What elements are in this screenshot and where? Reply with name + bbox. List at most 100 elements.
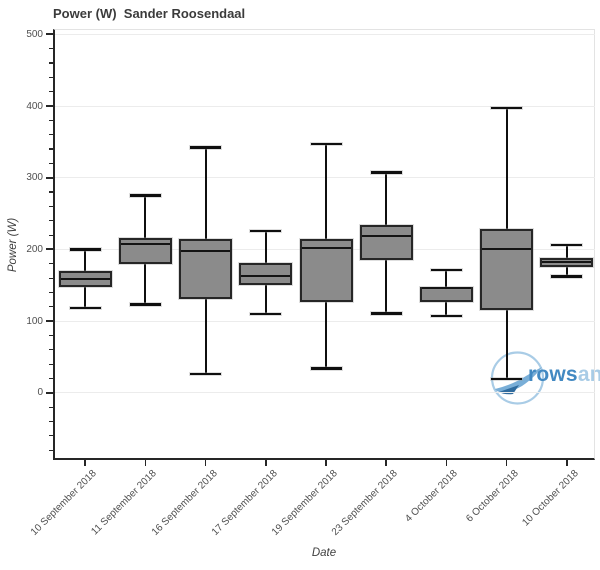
lower-whisker bbox=[385, 260, 388, 314]
median-line bbox=[301, 247, 351, 249]
y-axis-minor-tick bbox=[49, 205, 53, 207]
x-axis-tick bbox=[144, 459, 147, 466]
upper-whisker bbox=[264, 230, 267, 264]
y-axis-minor-tick bbox=[49, 349, 53, 351]
upper-whisker bbox=[325, 144, 327, 240]
y-axis-minor-tick bbox=[49, 263, 53, 265]
y-tick-label: 100 bbox=[26, 315, 43, 327]
whisker-cap-low bbox=[129, 303, 161, 306]
whisker-cap-high bbox=[69, 248, 101, 251]
upper-whisker bbox=[565, 245, 568, 259]
box bbox=[118, 237, 172, 264]
lower-whisker bbox=[445, 301, 448, 317]
y-axis-minor-tick bbox=[49, 363, 53, 365]
y-axis-minor-tick bbox=[49, 191, 53, 193]
y-axis-minor-tick bbox=[49, 62, 53, 64]
y-axis-minor-tick bbox=[49, 334, 53, 337]
y-axis-minor-tick bbox=[49, 119, 53, 121]
y-tick-label: 400 bbox=[26, 100, 43, 112]
whisker-cap-low bbox=[430, 314, 462, 318]
upper-whisker bbox=[84, 249, 87, 271]
x-axis-tick bbox=[385, 459, 388, 466]
lower-whisker bbox=[264, 285, 267, 314]
y-tick-label: 300 bbox=[26, 172, 43, 184]
x-axis-title: Date bbox=[311, 547, 337, 559]
y-axis-minor-tick bbox=[49, 76, 53, 78]
upper-whisker bbox=[505, 108, 508, 230]
x-axis-tick bbox=[505, 459, 508, 466]
median-line bbox=[421, 287, 471, 290]
whisker-cap-high bbox=[370, 171, 402, 174]
y-tick-label: 200 bbox=[26, 243, 43, 255]
x-axis-tick bbox=[445, 459, 448, 466]
median-line bbox=[120, 242, 170, 245]
median-line bbox=[241, 274, 291, 277]
whisker-cap-low bbox=[69, 306, 101, 310]
median-line bbox=[361, 234, 411, 237]
whisker-cap-low bbox=[491, 377, 523, 381]
whisker-cap-high bbox=[129, 194, 161, 197]
lower-whisker bbox=[204, 298, 207, 375]
upper-whisker bbox=[204, 147, 207, 239]
whisker-cap-high bbox=[250, 229, 282, 233]
median-line bbox=[482, 247, 532, 250]
whisker-cap-high bbox=[551, 243, 583, 247]
x-axis-tick bbox=[84, 459, 86, 466]
upper-whisker bbox=[144, 195, 147, 238]
y-axis-minor-tick bbox=[49, 91, 53, 93]
whisker-cap-low bbox=[310, 367, 342, 370]
box bbox=[359, 225, 413, 261]
y-axis-tick bbox=[46, 248, 53, 251]
whisker-cap-low bbox=[190, 372, 222, 376]
whisker-cap-high bbox=[430, 268, 462, 272]
lower-whisker bbox=[505, 309, 508, 380]
y-axis-minor-tick bbox=[49, 435, 53, 437]
y-axis-tick bbox=[46, 176, 53, 179]
y-axis-minor-tick bbox=[49, 48, 53, 50]
lower-whisker bbox=[84, 287, 87, 309]
chart-title: Power (W) Sander Roosendaal bbox=[53, 6, 246, 21]
y-tick-label: 0 bbox=[37, 387, 43, 399]
median-line bbox=[542, 261, 592, 264]
whisker-cap-low bbox=[250, 312, 282, 316]
upper-whisker bbox=[445, 270, 448, 287]
upper-whisker bbox=[385, 172, 388, 226]
box bbox=[299, 239, 353, 302]
x-axis-tick bbox=[566, 459, 568, 466]
y-axis-minor-tick bbox=[49, 277, 53, 279]
y-axis-minor-tick bbox=[49, 234, 53, 236]
y-axis-minor-tick bbox=[49, 406, 53, 408]
y-tick-label: 500 bbox=[26, 28, 43, 40]
y-axis-tick bbox=[46, 105, 53, 108]
box bbox=[480, 229, 534, 310]
whisker-cap-high bbox=[310, 142, 342, 146]
y-axis-minor-tick bbox=[49, 377, 53, 380]
y-grid-line bbox=[55, 33, 595, 35]
y-axis-tick bbox=[46, 33, 53, 36]
box bbox=[179, 238, 233, 299]
y-axis-minor-tick bbox=[49, 291, 53, 294]
y-axis-minor-tick bbox=[49, 162, 53, 164]
lower-whisker bbox=[565, 267, 568, 277]
lower-whisker bbox=[325, 301, 327, 369]
whisker-cap-low bbox=[370, 312, 402, 315]
x-axis-tick bbox=[264, 459, 267, 466]
x-axis-tick bbox=[325, 459, 327, 466]
lower-whisker bbox=[144, 263, 147, 305]
y-grid-line bbox=[55, 392, 595, 394]
y-axis-minor-tick bbox=[49, 220, 53, 222]
y-axis-minor-tick bbox=[49, 420, 53, 423]
y-axis-minor-tick bbox=[49, 449, 53, 451]
y-grid-line bbox=[55, 105, 595, 107]
whisker-cap-high bbox=[491, 106, 523, 110]
whisker-cap-low bbox=[551, 275, 583, 278]
y-axis-tick bbox=[46, 320, 53, 323]
median-line bbox=[60, 277, 110, 280]
y-axis-minor-tick bbox=[49, 306, 53, 308]
x-axis-tick bbox=[204, 459, 207, 466]
whisker-cap-high bbox=[190, 146, 222, 149]
y-axis-minor-tick bbox=[49, 148, 53, 150]
plot-area: 0 100 200 300 400 500 10 September 2018 11 Sept… bbox=[26, 29, 595, 538]
y-axis-tick bbox=[46, 391, 53, 394]
watermark-text-bold: rows bbox=[528, 363, 578, 386]
